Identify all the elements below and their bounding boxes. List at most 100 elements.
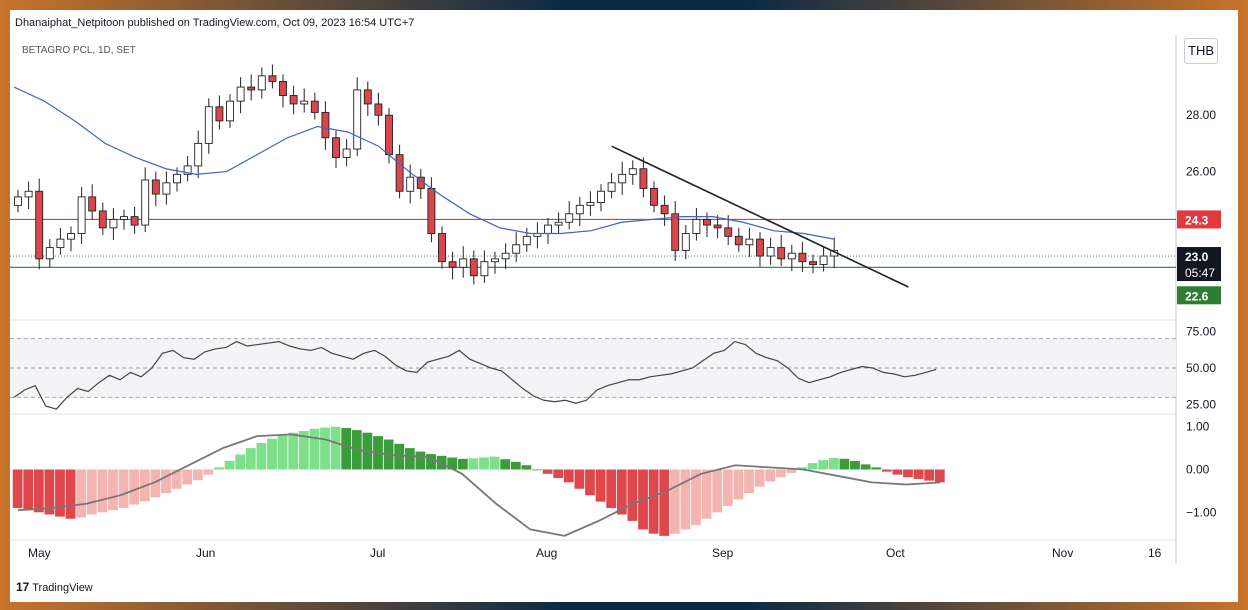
- candle: [385, 114, 393, 156]
- macd-histogram-bar: [129, 469, 140, 505]
- candle: [438, 233, 446, 263]
- brand-name: TradingView: [32, 582, 93, 594]
- support-tag-bg: [1177, 286, 1221, 305]
- macd-histogram-bar: [309, 428, 320, 470]
- candle: [236, 86, 245, 102]
- macd-histogram-bar: [892, 469, 903, 475]
- macd-histogram-bar: [722, 469, 733, 506]
- macd-histogram-bar: [712, 469, 723, 513]
- macd-histogram-bar: [924, 469, 935, 481]
- macd-histogram-bar: [182, 469, 193, 485]
- time-tick-label: May: [28, 546, 51, 560]
- macd-histogram-bar: [203, 469, 214, 475]
- candle: [14, 196, 22, 206]
- macd-histogram-bar: [224, 460, 235, 470]
- candle: [342, 148, 351, 158]
- rsi-pane[interactable]: [10, 338, 1176, 410]
- candle: [204, 106, 213, 144]
- candle: [427, 187, 436, 234]
- candle: [522, 235, 531, 246]
- candle: [173, 173, 181, 184]
- candle: [628, 168, 637, 175]
- macd-tick-label: −1.00: [1186, 505, 1217, 519]
- macd-histogram-bar: [33, 469, 44, 513]
- macd-histogram-bar: [903, 469, 913, 478]
- time-tick-label: Sep: [712, 546, 734, 560]
- macd-histogram-bar: [691, 469, 701, 526]
- candle: [469, 258, 478, 277]
- macd-histogram-bar: [775, 469, 786, 478]
- price-axis[interactable]: 26.00 28.00 24.3 23.0 05:47 22.6 75.00 50.00 25.…: [1177, 108, 1221, 519]
- macd-histogram-bar: [150, 469, 161, 498]
- candle: [554, 221, 563, 226]
- candle: [194, 142, 203, 167]
- macd-histogram-bar: [76, 469, 87, 518]
- candle: [130, 216, 139, 226]
- time-tick-label: 16: [1148, 546, 1162, 560]
- macd-histogram-bar: [415, 451, 426, 470]
- countdown-tag: 05:47: [1185, 266, 1215, 280]
- macd-histogram-bar: [108, 469, 118, 511]
- macd-histogram-bar: [839, 458, 850, 470]
- symbol-label: BETAGRO PCL, 1D, SET: [22, 45, 136, 56]
- macd-histogram-bar: [807, 463, 818, 470]
- time-tick-label: Nov: [1052, 546, 1073, 560]
- macd-histogram-bar: [701, 469, 712, 519]
- candle: [35, 190, 44, 260]
- candle: [141, 179, 150, 226]
- candle: [734, 235, 743, 246]
- candle: [162, 182, 171, 195]
- macd-histogram-bar: [12, 469, 23, 509]
- macd-histogram-bar: [648, 469, 659, 534]
- candle: [639, 168, 648, 189]
- candle: [374, 103, 383, 116]
- macd-histogram-bar: [44, 469, 55, 515]
- macd-histogram-bar: [828, 457, 839, 470]
- candle: [692, 218, 701, 234]
- macd-histogram-bar: [797, 467, 807, 470]
- candle: [300, 100, 309, 105]
- macd-histogram-bar: [669, 469, 680, 534]
- publisher-line: Dhanaiphat_Netpitoon published on Tradin…: [15, 17, 415, 29]
- macd-tick-label: 0.00: [1186, 463, 1210, 477]
- candle: [607, 182, 616, 192]
- macd-histogram-bar: [850, 460, 860, 470]
- candle: [77, 196, 86, 234]
- price-pane[interactable]: [10, 64, 1176, 288]
- candle: [459, 258, 468, 268]
- macd-histogram-bar: [818, 460, 829, 470]
- candle: [681, 233, 690, 251]
- time-tick-label: Jun: [196, 546, 215, 560]
- moving-average-line: [13, 86, 835, 240]
- macd-histogram-bar: [404, 448, 415, 470]
- macd-histogram-bar: [532, 469, 542, 471]
- macd-histogram-bar: [489, 456, 500, 470]
- macd-histogram-bar: [288, 432, 299, 470]
- candle: [257, 75, 266, 91]
- candle: [448, 261, 457, 268]
- currency-button[interactable]: THB: [1184, 38, 1218, 64]
- macd-histogram-bar: [680, 469, 691, 530]
- time-axis[interactable]: May Jun Jul Aug Sep Oct Nov 16: [28, 546, 1162, 560]
- candle: [745, 238, 754, 246]
- candle: [268, 75, 277, 82]
- candle: [809, 261, 817, 265]
- macd-histogram-bar: [298, 430, 309, 470]
- macd-histogram-bar: [934, 469, 945, 483]
- support-tag: 22.6: [1185, 289, 1209, 303]
- candle: [777, 247, 786, 260]
- macd-histogram-bar: [765, 469, 776, 482]
- macd-histogram-bar: [171, 469, 182, 489]
- macd-histogram-bar: [553, 469, 564, 479]
- macd-histogram-bar: [860, 464, 871, 470]
- candle: [565, 213, 574, 223]
- macd-histogram-bar: [267, 438, 277, 470]
- macd-histogram-bar: [277, 435, 288, 470]
- grid-layer: [10, 35, 1177, 564]
- macd-pane[interactable]: [12, 426, 945, 537]
- time-tick-label: Jul: [370, 546, 385, 560]
- candle: [544, 224, 552, 234]
- macd-histogram-bar: [235, 454, 246, 470]
- macd-histogram-bar: [659, 469, 670, 536]
